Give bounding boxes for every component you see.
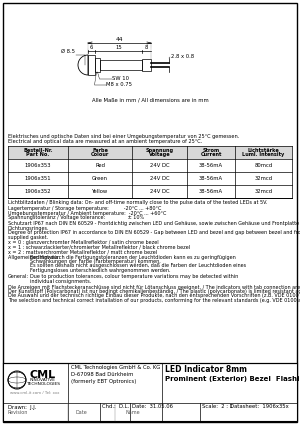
Text: Elektrisches und optische Daten sind bei einer Umgebungstemperatur von 25°C geme: Elektrisches und optische Daten sind bei… <box>8 134 239 139</box>
Text: Farbe: Farbe <box>92 148 108 153</box>
Text: Schwankungen der Farbe (Farbtemperatur) kommen.: Schwankungen der Farbe (Farbtemperatur) … <box>30 259 161 264</box>
Text: Degree of protection IP67 in accordance to DIN EN 60529 - Gap between LED and be: Degree of protection IP67 in accordance … <box>8 230 300 235</box>
Text: Es sollten deshalb nicht ausgeschlossen werden, daß die Farben der Leuchtdioden : Es sollten deshalb nicht ausgeschlossen … <box>30 264 246 269</box>
Text: SW 10: SW 10 <box>112 76 130 80</box>
Text: Schutzart IP67 nach DIN EN 60529 - Frontdichtig zwischen LED und Gehäuse, sowie : Schutzart IP67 nach DIN EN 60529 - Front… <box>8 221 300 226</box>
Text: 1906x353: 1906x353 <box>25 163 51 168</box>
Text: KAZUS: KAZUS <box>62 187 242 232</box>
Text: Spannungstoleranz / Voltage tolerance:               ± 10%: Spannungstoleranz / Voltage tolerance: ±… <box>8 215 144 220</box>
Text: Current: Current <box>200 152 222 157</box>
Text: Scale:  2 : 1: Scale: 2 : 1 <box>202 405 233 410</box>
Text: 1906x351: 1906x351 <box>25 176 51 181</box>
Text: Lichtblitzdaten / Blinking data: On- and off-time normally close to the pulse da: Lichtblitzdaten / Blinking data: On- and… <box>8 200 267 205</box>
Text: Lagertemperatur / Storage temperature:          -20°C ... +80°C: Lagertemperatur / Storage temperature: -… <box>8 206 161 211</box>
Text: Allgemeiner Hinweis:: Allgemeiner Hinweis: <box>8 255 60 260</box>
Text: Drawn:  J.J.: Drawn: J.J. <box>8 405 36 410</box>
Text: Dichtungsringes.: Dichtungsringes. <box>8 226 50 230</box>
Text: Date:  31.05.06: Date: 31.05.06 <box>132 405 173 410</box>
Text: LED Indicator 8mm: LED Indicator 8mm <box>165 366 247 374</box>
Text: 1906x352: 1906x352 <box>25 189 51 194</box>
Text: Die Anzeigen mit Flachsteckeranschlüsse sind nicht für Lötanschluss geeignet. / : Die Anzeigen mit Flachsteckeranschlüsse … <box>8 284 300 289</box>
Text: Part No.: Part No. <box>26 152 50 157</box>
Text: D-67098 Bad Dürkheim: D-67098 Bad Dürkheim <box>71 372 134 377</box>
Bar <box>88 55 95 75</box>
Text: Umgebungstemperatur / Ambient temperature:  -20°C ... +60°C: Umgebungstemperatur / Ambient temperatur… <box>8 210 166 215</box>
Text: 44: 44 <box>116 37 123 42</box>
Text: x = 0 : glanzverchromter Metallreflektor / satin chrome bezel: x = 0 : glanzverchromter Metallreflektor… <box>8 240 159 245</box>
Text: 8: 8 <box>145 45 148 50</box>
Text: Voltage: Voltage <box>149 152 170 157</box>
Text: 32mcd: 32mcd <box>254 189 273 194</box>
Text: 38-56mA: 38-56mA <box>199 163 223 168</box>
Text: 15: 15 <box>115 45 122 50</box>
Text: 24V DC: 24V DC <box>150 163 169 168</box>
Text: x = 2 : mattverchromter Metallreflektor / matt chrome bezel: x = 2 : mattverchromter Metallreflektor … <box>8 249 157 254</box>
Bar <box>8 146 292 159</box>
Text: 80mcd: 80mcd <box>254 163 273 168</box>
Text: Alle Maße in mm / All dimensions are in mm: Alle Maße in mm / All dimensions are in … <box>92 97 208 102</box>
Text: 2.8 x 0.8: 2.8 x 0.8 <box>171 54 194 59</box>
Text: 24V DC: 24V DC <box>150 189 169 194</box>
Text: CML: CML <box>30 370 56 380</box>
Bar <box>100 60 142 70</box>
Text: Luml. Intensity: Luml. Intensity <box>242 152 285 157</box>
Text: Strom: Strom <box>202 148 220 153</box>
Text: Lichtstärke: Lichtstärke <box>248 148 279 153</box>
Text: Colour: Colour <box>91 152 109 157</box>
Text: Spannung: Spannung <box>146 148 174 153</box>
Text: individual consignments.: individual consignments. <box>30 278 91 283</box>
Text: Bedingt durch die Fertigungstoleranzen der Leuchtdioden kann es zu geringfügigen: Bedingt durch die Fertigungstoleranzen d… <box>30 255 236 260</box>
Text: M8 x 0.75: M8 x 0.75 <box>106 82 133 87</box>
Text: Yellow: Yellow <box>92 189 108 194</box>
Text: Name: Name <box>125 411 140 416</box>
Text: Der Kunststoff (Polycarbonat) ist nur bedingt chemikalienbeständig. / The plasti: Der Kunststoff (Polycarbonat) ist nur be… <box>8 289 300 294</box>
Text: Date: Date <box>75 411 87 416</box>
Text: Bestell-Nr.: Bestell-Nr. <box>23 148 53 153</box>
Text: INNOVATIVE
TECHNOLOGIES: INNOVATIVE TECHNOLOGIES <box>26 378 60 386</box>
Text: 38-56mA: 38-56mA <box>199 176 223 181</box>
Bar <box>142 59 151 71</box>
Text: Revision: Revision <box>8 411 28 416</box>
Bar <box>3 363 297 421</box>
Text: Die Auswahl und der technisch richtige Einbau dieser Produkte, nach den entsprec: Die Auswahl und der technisch richtige E… <box>8 294 300 298</box>
Text: 24V DC: 24V DC <box>150 176 169 181</box>
Text: CML Technologies GmbH & Co. KG: CML Technologies GmbH & Co. KG <box>71 366 160 371</box>
Text: Green: Green <box>92 176 108 181</box>
Text: 32mcd: 32mcd <box>254 176 273 181</box>
Text: Due to production tolerances, colour temperature variations may be detected with: Due to production tolerances, colour tem… <box>30 274 238 279</box>
Text: The selection and technical correct installation of our products, conforming for: The selection and technical correct inst… <box>8 298 300 303</box>
Text: General:: General: <box>8 274 29 279</box>
Text: Prominent (Exterior) Bezel  Flashing: Prominent (Exterior) Bezel Flashing <box>165 376 300 382</box>
Text: 38-56mA: 38-56mA <box>199 189 223 194</box>
Text: x = 1 : schwarzlackierter/chromierter Metallreflektor / black chrome bezel: x = 1 : schwarzlackierter/chromierter Me… <box>8 244 190 249</box>
Bar <box>95 58 100 72</box>
Text: 6: 6 <box>90 45 93 50</box>
Text: Fertigungsloses unterschiedlich wahrgenommen werden.: Fertigungsloses unterschiedlich wahrgeno… <box>30 268 170 273</box>
Text: (formerly EBT Optronics): (formerly EBT Optronics) <box>71 379 136 383</box>
Text: supplied gasket.: supplied gasket. <box>8 235 48 240</box>
Text: Ø 8.5: Ø 8.5 <box>61 49 75 54</box>
Text: Red: Red <box>95 163 105 168</box>
Text: ЭЛЕКТРОННЫЙ  ПОРТАЛ: ЭЛЕКТРОННЫЙ ПОРТАЛ <box>95 227 209 235</box>
Text: Chd.:  D.L.: Chd.: D.L. <box>102 405 129 410</box>
Text: Datasheet:  1906x35x: Datasheet: 1906x35x <box>230 405 289 410</box>
Text: Electrical and optical data are measured at an ambient temperature of 25°C.: Electrical and optical data are measured… <box>8 139 202 144</box>
Text: www.cml-it.com / Tel: xxx: www.cml-it.com / Tel: xxx <box>10 391 60 395</box>
